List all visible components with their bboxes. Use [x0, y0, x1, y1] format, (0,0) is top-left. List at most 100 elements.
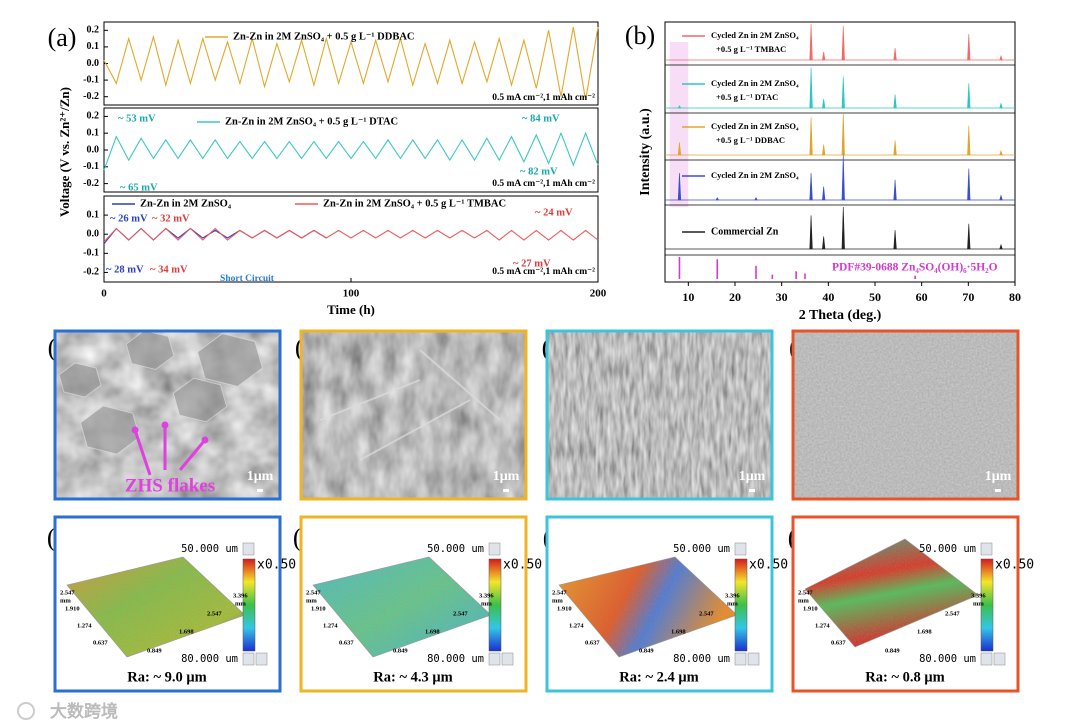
zoom-label: x0.50 — [257, 558, 296, 573]
diffraction-peak — [841, 76, 845, 109]
surface-texture — [805, 539, 978, 647]
diffraction-peak — [822, 98, 826, 109]
arrow-head — [201, 436, 209, 444]
axis-tick-label: 0.637 — [339, 639, 354, 646]
axis-tick-label: 1.698 — [671, 628, 686, 635]
icon-button — [255, 652, 268, 666]
diffraction-peak — [677, 142, 682, 156]
annotation: 0.5 mA cm⁻²,1 mAh cm⁻² — [492, 179, 595, 189]
diffraction-peak — [841, 206, 845, 250]
scale-bar — [749, 489, 755, 492]
voltage-line — [103, 131, 599, 171]
icon-button — [242, 542, 255, 556]
plot-frame — [664, 21, 1016, 283]
icon-button — [980, 652, 993, 666]
axis-tick-label: 0.849 — [639, 647, 654, 654]
axis-tick-label: 1.274 — [77, 622, 92, 629]
x-tick-label: 80 — [1009, 290, 1021, 304]
scale-bottom: 80.000 um — [673, 653, 730, 665]
axis-tick-label: 1.274 — [815, 622, 830, 629]
scale-top: 50.000 um — [673, 543, 730, 555]
arrow — [178, 439, 207, 471]
needle — [359, 399, 471, 461]
annotation: ~ 34 mV — [150, 264, 188, 275]
y-tick-label: -0.1 — [83, 248, 99, 259]
y-axis-label: Voltage (V vs. Zn²⁺/Zn) — [57, 87, 72, 217]
legend-label: Zn-Zn in 2M ZnSO₄ — [140, 198, 232, 209]
x-tick-label: 40 — [822, 290, 834, 304]
x-tick-label: 10 — [682, 290, 694, 304]
scale-top: 50.000 um — [427, 543, 484, 555]
diffraction-peak — [967, 125, 971, 156]
roughness-label: Ra: ~ 2.4 μm — [619, 669, 698, 685]
diffraction-peak — [841, 25, 845, 61]
axis-tick-label: 2.547 — [552, 589, 567, 596]
y-tick-label: -0.2 — [83, 178, 99, 189]
axis-tick-label: 1.910 — [803, 605, 818, 612]
y-tick-label: -0.1 — [83, 74, 99, 85]
axis-tick-label: 3.396 — [233, 592, 248, 599]
diffraction-peak — [809, 172, 813, 201]
legend-label: Cycled Zn in 2M ZnSO₄ — [711, 121, 799, 131]
axis-tick-label: 0.849 — [393, 647, 408, 654]
voltage-line — [103, 227, 599, 243]
y-tick-label: 0.1 — [87, 41, 100, 52]
diffraction-peak — [677, 105, 682, 109]
arrow-head — [161, 421, 169, 429]
axis-tick-label: 0.637 — [831, 639, 846, 646]
panel-frame — [545, 329, 774, 501]
surface-texture — [313, 557, 491, 657]
axis-tick-label: 3.396 — [971, 592, 986, 599]
y-tick-label: -0.1 — [83, 161, 99, 172]
legend-label: +0.5 g L⁻¹ DDBAC — [716, 135, 785, 145]
x-axis-label: 2 Theta (deg.) — [799, 308, 882, 323]
scale-top: 50.000 um — [919, 543, 976, 555]
annotation: Short Circuit — [220, 274, 275, 284]
zoom-label: x0.50 — [995, 558, 1034, 573]
color-bar — [488, 558, 502, 652]
axis-tick-label: 1.910 — [557, 605, 572, 612]
hexagonal-flake — [79, 405, 141, 455]
watermark-logo — [17, 702, 35, 720]
scale-bottom: 80.000 um — [427, 653, 484, 665]
axis-tick-label: 1.910 — [65, 605, 80, 612]
diffraction-peak — [967, 168, 971, 201]
icon-button — [734, 652, 747, 666]
roughness-label: Ra: ~ 9.0 μm — [127, 669, 206, 685]
color-bar — [734, 558, 748, 652]
scale-label: 1μm — [247, 469, 274, 484]
needle — [319, 379, 421, 421]
diffraction-peak — [999, 243, 1003, 250]
legend-label: Zn-Zn in 2M ZnSO₄ + 0.5 g L⁻¹ TMBAC — [323, 198, 506, 209]
hexagonal-flake — [125, 329, 175, 371]
axis-tick-label: mm — [60, 597, 71, 604]
surface-texture — [559, 557, 737, 657]
roughness-label: Ra: ~ 4.3 μm — [373, 669, 452, 685]
icon-button — [747, 652, 760, 666]
annotation: ~ 26 mV — [110, 213, 148, 224]
icon-button — [980, 542, 993, 556]
axis-tick-label: mm — [235, 600, 246, 607]
diffraction-peak — [893, 94, 897, 109]
scale-bar — [257, 489, 263, 492]
legend-label: +0.5 g L⁻¹ DTAC — [716, 92, 778, 102]
x-tick-label: 70 — [962, 290, 974, 304]
diffraction-peak — [999, 55, 1003, 61]
y-tick-label: 0.2 — [87, 25, 100, 36]
icon-button — [993, 652, 1006, 666]
axis-tick-label: 1.910 — [311, 605, 326, 612]
annotation: 0.5 mA cm⁻²,1 mAh cm⁻² — [492, 93, 595, 103]
x-tick-label: 0 — [101, 288, 107, 300]
watermark: 大数跨境 — [50, 701, 118, 722]
axis-tick-label: mm — [481, 600, 492, 607]
diffraction-peak — [822, 236, 826, 250]
axis-tick-label: 3.396 — [725, 592, 740, 599]
diffraction-peak — [999, 194, 1003, 201]
legend-label: PDF#39-0688 Zn₄SO₄(OH)₆·5H₂O — [832, 262, 998, 274]
axis-tick-label: 0.849 — [147, 647, 162, 654]
annotation: ~ 32 mV — [152, 213, 190, 224]
sem-image — [793, 331, 1018, 499]
diffraction-peak — [715, 197, 720, 201]
hexagonal-flake — [58, 362, 102, 398]
panel-frame — [791, 329, 1020, 501]
